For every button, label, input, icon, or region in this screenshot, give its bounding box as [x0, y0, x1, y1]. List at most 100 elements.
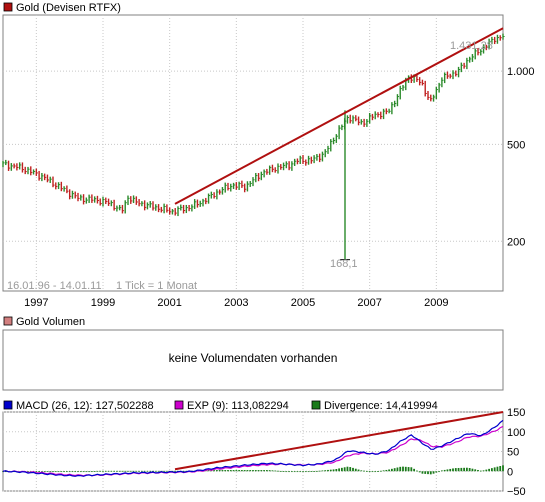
divergence-bar [163, 470, 166, 472]
divergence-bar [327, 469, 329, 472]
divergence-bar [296, 471, 299, 473]
divergence-bar [110, 470, 113, 472]
price-trendline [174, 27, 504, 205]
macd-y-tick-label: 100 [507, 427, 525, 439]
divergence-bar [65, 471, 68, 473]
volume-plot-frame [2, 329, 504, 391]
divergence-bar [499, 466, 502, 472]
divergence-bar [485, 469, 488, 472]
divergence-bar [390, 468, 393, 472]
divergence-bar [399, 466, 402, 472]
divergence-bar [104, 470, 107, 472]
divergence-bar [224, 470, 227, 472]
divergence-bar [463, 467, 466, 472]
divergence-bar [54, 471, 57, 473]
divergence-bar [71, 471, 74, 473]
divergence-bar [43, 471, 46, 473]
divergence-bar [79, 471, 82, 473]
divergence-bar [149, 470, 152, 472]
macd-line [2, 419, 504, 477]
divergence-bar [204, 470, 207, 472]
price-trendline-line [174, 27, 504, 205]
y-tick-label: 500 [507, 139, 525, 151]
x-tick-label: 2003 [224, 297, 248, 309]
divergence-bar [307, 471, 310, 473]
divergence-bar [427, 471, 429, 475]
divergence-bar [2, 471, 4, 473]
divergence-bar [374, 471, 377, 473]
divergence-bar [246, 470, 249, 472]
divergence-bar [343, 467, 346, 472]
divergence-bar [96, 470, 99, 472]
date-range-label: 16.01.96 - 14.01.11 [7, 280, 102, 292]
macd-y-tick-label: 0 [507, 466, 513, 478]
divergence-bar [113, 470, 116, 472]
divergence-bar [415, 470, 418, 472]
divergence-bar [365, 470, 368, 472]
divergence-bar [465, 467, 468, 472]
divergence-bar [388, 469, 391, 472]
divergence-bar [393, 468, 396, 472]
divergence-bar [443, 469, 446, 472]
divergence-bar [404, 466, 407, 472]
divergence-bar [363, 470, 366, 472]
divergence-bar [321, 470, 324, 472]
price-legend: Gold (Devisen RTFX) [3, 2, 121, 14]
divergence-bar [407, 467, 410, 472]
divergence-bar [90, 471, 93, 473]
divergence-bar [132, 470, 135, 472]
divergence-legend-label: Divergence: 14,419994 [324, 400, 438, 412]
divergence-bar [479, 470, 482, 472]
divergence-bar [4, 471, 7, 473]
macd-grid [3, 411, 503, 492]
divergence-bar [102, 470, 104, 472]
divergence-bar [435, 471, 438, 473]
divergence-bar [152, 470, 154, 472]
divergence-legend-swatch [311, 400, 321, 410]
divergence-bar [346, 466, 349, 472]
divergence-bar [285, 471, 288, 473]
no-volume-message: keine Volumendaten vorhanden [169, 351, 338, 365]
divergence-bar [335, 468, 338, 472]
divergence-bar [446, 469, 449, 472]
gold-legend-swatch [3, 2, 13, 12]
divergence-bar [121, 470, 124, 472]
divergence-bar [115, 470, 118, 472]
spike-low-annotation: 168,1 [330, 258, 358, 270]
divergence-bar [496, 466, 499, 472]
divergence-bar [60, 471, 63, 473]
divergence-bar [371, 471, 374, 473]
divergence-bar [474, 469, 477, 472]
tick-interval-label: 1 Tick = 1 Monat [116, 280, 197, 292]
divergence-bar [27, 471, 29, 473]
divergence-bar [254, 470, 257, 472]
divergence-bar [107, 470, 110, 472]
divergence-bar [468, 468, 471, 472]
price-plot-frame [2, 14, 504, 292]
macd-y-tick-label: −50 [507, 486, 526, 498]
divergence-bar [418, 471, 421, 473]
divergence-bar [238, 470, 241, 472]
divergence-bar [324, 470, 327, 472]
divergence-bar [182, 470, 185, 472]
divergence-bar [454, 468, 457, 472]
divergence-bar [438, 471, 441, 473]
divergence-bar [282, 471, 285, 472]
divergence-bar [235, 470, 238, 472]
divergence-bar [174, 470, 177, 472]
divergence-bar [40, 471, 43, 473]
divergence-bar [63, 471, 66, 473]
divergence-bar [85, 471, 88, 473]
divergence-bar [240, 470, 243, 472]
divergence-bar [329, 469, 332, 472]
divergence-bar [452, 468, 454, 472]
divergence-bar [271, 470, 274, 472]
divergence-bar [277, 470, 279, 472]
divergence-bar [118, 470, 121, 472]
price-grid [3, 15, 503, 291]
divergence-bar [429, 471, 432, 475]
divergence-bar [352, 467, 354, 472]
divergence-bar [304, 471, 307, 473]
divergence-bar [165, 470, 168, 472]
x-tick-label: 2007 [357, 297, 381, 309]
